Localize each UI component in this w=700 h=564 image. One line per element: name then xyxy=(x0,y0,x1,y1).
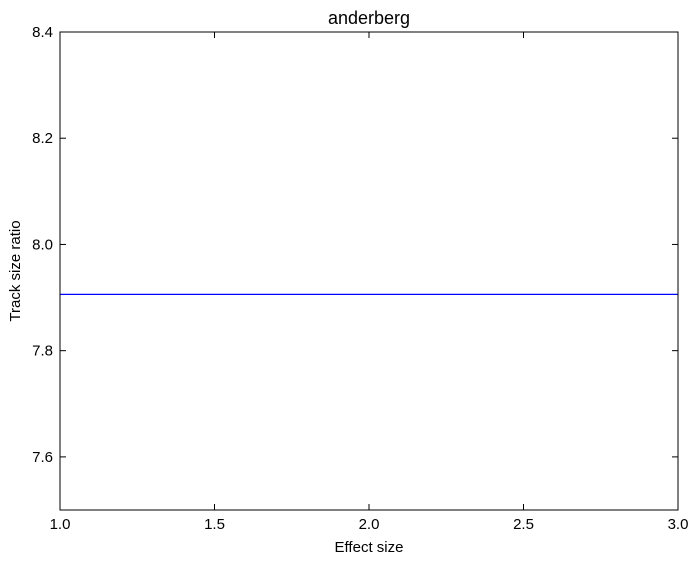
y-tick-label: 8.0 xyxy=(32,236,53,253)
x-axis-label: Effect size xyxy=(335,539,404,556)
x-tick-label: 2.5 xyxy=(513,516,534,533)
y-tick-label: 7.6 xyxy=(32,449,53,466)
x-tick-label: 1.0 xyxy=(50,516,71,533)
y-tick-label: 8.4 xyxy=(32,24,53,41)
y-tick-label: 7.8 xyxy=(32,343,53,360)
plot-frame xyxy=(59,31,679,511)
x-tick-label: 2.0 xyxy=(359,516,380,533)
chart-title: anderberg xyxy=(328,8,410,28)
y-axis-label: Track size ratio xyxy=(7,220,24,321)
y-tick-label: 8.2 xyxy=(32,130,53,147)
x-tick-label: 1.5 xyxy=(204,516,225,533)
x-tick-label: 3.0 xyxy=(668,516,689,533)
tick-layer: 1.0 1.5 2.0 2.5 3.0 7.6 7.8 8.0 8.2 8.4 xyxy=(32,24,688,533)
plot-background xyxy=(60,32,678,510)
